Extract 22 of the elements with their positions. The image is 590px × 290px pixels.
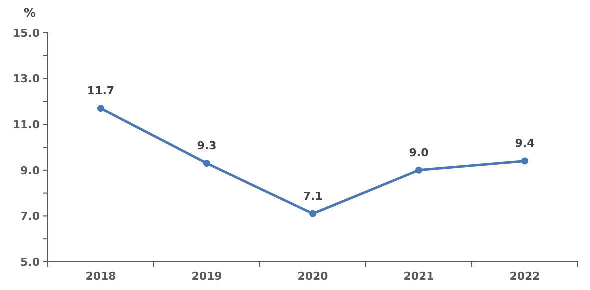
x-tick-label: 2018 (86, 270, 116, 283)
text: 9.0 (409, 146, 429, 160)
x-tick-label: 2020 (298, 270, 329, 283)
y-tick-label: 9.0 (20, 164, 40, 178)
text: 7.1 (303, 190, 323, 203)
y-tick-label: 15.0 (12, 26, 40, 40)
point (310, 210, 316, 218)
y-tick-label: 11.0 (12, 118, 40, 132)
text: 9.3 (197, 140, 217, 153)
point (98, 105, 104, 112)
point (416, 166, 422, 174)
x-tick-label: 2019 (192, 270, 222, 283)
y-tick-label: 5.0 (20, 256, 40, 269)
y-tick-label: 13.0 (12, 72, 40, 86)
x-tick-label: 2021 (404, 270, 434, 283)
y-tick-label: 7.0 (20, 210, 40, 224)
y-axis-title: % (24, 6, 36, 20)
text: 11.7 (87, 84, 115, 98)
point (522, 158, 528, 165)
point (204, 160, 210, 168)
text: 9.4 (515, 137, 535, 150)
x-tick-label: 2022 (510, 270, 540, 283)
